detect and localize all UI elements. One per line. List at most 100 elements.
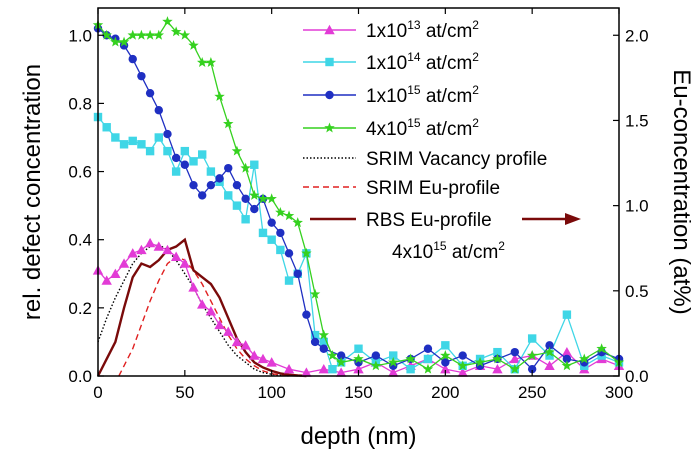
y-tick-label: 0.8 <box>68 94 92 113</box>
y-tick-label: 0.6 <box>68 163 92 182</box>
y2-tick-label: 2.0 <box>625 26 649 45</box>
data-point <box>137 140 146 149</box>
data-point <box>224 191 233 200</box>
legend-label-srim-vacancy: SRIM Vacancy profile <box>366 149 547 170</box>
data-point <box>196 57 208 67</box>
data-point <box>240 340 251 350</box>
data-point <box>206 167 216 176</box>
data-point <box>596 343 607 354</box>
x-axis-label: depth (nm) <box>300 423 416 450</box>
legend-marker <box>324 122 335 133</box>
data-point <box>189 157 198 166</box>
data-point <box>136 244 147 255</box>
data-point <box>293 269 302 278</box>
data-point <box>561 346 573 357</box>
data-point <box>223 326 234 336</box>
data-point <box>276 245 285 255</box>
legend-entry-rbs-eu: RBS Eu-profile 4x1015 at/cm2 <box>310 210 581 263</box>
plot-frame <box>97 7 620 377</box>
data-point <box>545 341 554 350</box>
data-point <box>275 206 286 217</box>
legend-entry-1e15: 1x1015 at/cm2 <box>303 83 479 107</box>
data-point <box>510 347 519 357</box>
data-point <box>389 351 398 360</box>
series-line <box>97 27 620 371</box>
data-point <box>111 133 120 142</box>
data-point <box>127 248 138 258</box>
data-point <box>292 217 303 228</box>
data-point <box>441 341 450 350</box>
data-point <box>441 358 450 367</box>
data-point <box>170 251 182 261</box>
arrowhead-icon <box>565 213 581 225</box>
data-point <box>171 167 181 176</box>
data-point <box>118 36 130 47</box>
data-point <box>492 353 503 364</box>
series-4 <box>97 244 290 377</box>
data-point <box>283 363 295 374</box>
data-point <box>579 353 590 364</box>
y2-tick-label: 1.5 <box>625 111 649 130</box>
data-point <box>335 367 347 377</box>
series-line <box>97 244 290 377</box>
data-point <box>258 228 268 238</box>
data-point <box>492 363 503 374</box>
legend-entry-1e14: 1x1014 at/cm2 <box>303 50 479 74</box>
x-tick-label: 250 <box>518 383 546 402</box>
data-point <box>180 146 190 156</box>
data-point <box>544 360 555 370</box>
data-point <box>458 351 467 360</box>
data-point <box>180 160 190 169</box>
series-layer <box>92 16 625 378</box>
data-point <box>301 247 312 258</box>
data-point <box>250 160 259 169</box>
data-point <box>198 150 207 159</box>
data-point <box>328 364 337 374</box>
data-point <box>336 351 346 360</box>
data-point <box>205 57 217 67</box>
data-point <box>353 353 364 364</box>
data-point <box>214 319 225 330</box>
data-point <box>267 235 276 244</box>
data-point <box>267 218 276 227</box>
data-point <box>422 363 434 374</box>
x-tick-label: 100 <box>257 383 285 402</box>
data-point <box>179 29 191 40</box>
data-point <box>440 350 451 361</box>
y-axis-label: rel. defect concentration <box>19 64 46 320</box>
legend-entry-1e13: 1x1013 at/cm2 <box>303 18 479 42</box>
data-point <box>197 299 208 309</box>
data-point <box>110 36 121 47</box>
data-point <box>302 310 311 319</box>
data-point <box>509 363 521 374</box>
data-point <box>232 201 242 210</box>
series-line <box>118 255 298 377</box>
data-point <box>214 91 225 102</box>
data-point <box>249 189 260 200</box>
y-tick-label: 1.0 <box>68 26 92 45</box>
data-point <box>371 351 381 360</box>
data-point <box>318 363 329 374</box>
data-point <box>310 330 320 340</box>
legend-marker <box>324 24 335 35</box>
legend-label-rbs-eu-fluence: 4x1015 at/cm2 <box>392 239 505 263</box>
data-point <box>241 194 250 204</box>
data-point <box>526 350 538 361</box>
data-point <box>224 163 233 173</box>
series-2 <box>93 24 624 374</box>
y2-axis-label: Eu-concentration (at%) <box>668 69 691 314</box>
legend-entry-srim-eu: SRIM Eu-profile <box>303 178 500 199</box>
data-point <box>145 88 155 98</box>
data-point <box>250 204 259 214</box>
data-point <box>162 244 173 255</box>
data-point <box>231 145 243 156</box>
data-point <box>179 258 191 268</box>
data-point <box>170 26 182 37</box>
data-point <box>319 337 328 347</box>
x-tick-label: 200 <box>431 383 459 402</box>
y2-tick-label: 0.0 <box>625 367 649 386</box>
data-point <box>171 153 181 163</box>
data-point <box>544 346 555 357</box>
data-point <box>266 357 277 367</box>
legend-label-1e14: 1x1014 at/cm2 <box>366 50 479 74</box>
